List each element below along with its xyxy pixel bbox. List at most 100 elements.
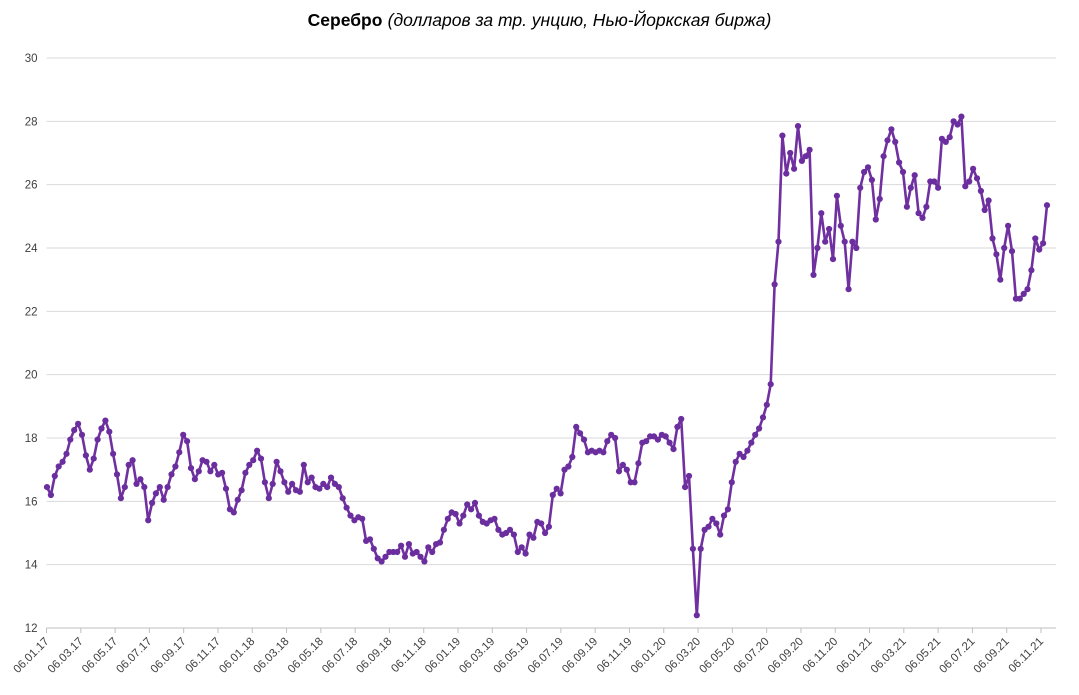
data-point: [763, 401, 770, 408]
y-axis-label: 14: [25, 560, 38, 572]
x-axis-label: 06.01.19: [423, 636, 463, 676]
y-axis-label: 12: [25, 623, 38, 635]
data-point: [506, 526, 514, 533]
data-point: [347, 512, 354, 519]
x-axis-label: 06.05.17: [80, 636, 120, 676]
data-point: [289, 480, 296, 487]
data-point: [744, 447, 751, 454]
data-point: [670, 446, 677, 453]
data-point: [549, 491, 556, 499]
data-point: [405, 541, 412, 548]
data-point: [612, 434, 619, 442]
data-point: [935, 184, 942, 191]
data-point: [888, 126, 895, 133]
data-point: [966, 178, 973, 185]
data-point: [269, 480, 276, 487]
x-axis-label: 06.11.18: [389, 636, 429, 676]
data-point: [767, 381, 774, 388]
x-axis-label: 06.07.20: [732, 636, 772, 676]
data-point: [678, 415, 685, 423]
data-point: [682, 484, 689, 491]
data-point: [401, 553, 409, 560]
data-point: [207, 468, 214, 475]
data-point: [359, 515, 366, 522]
data-point: [993, 251, 1000, 258]
data-point: [748, 439, 755, 446]
data-point: [460, 512, 467, 519]
data-point: [697, 545, 704, 552]
data-point: [63, 450, 70, 457]
data-point: [759, 414, 767, 421]
data-point: [841, 238, 848, 245]
data-point: [728, 479, 735, 486]
data-point: [456, 520, 463, 527]
data-point: [125, 461, 132, 468]
data-point: [234, 496, 241, 503]
data-point: [580, 436, 588, 443]
data-point: [907, 184, 914, 191]
data-point: [802, 153, 809, 160]
data-point: [732, 458, 739, 465]
data-point: [250, 457, 257, 464]
data-point: [1043, 202, 1051, 209]
data-point: [277, 468, 284, 475]
data-point: [254, 447, 261, 454]
data-point: [370, 545, 377, 552]
y-axis-label: 28: [25, 116, 38, 128]
data-point: [954, 121, 961, 128]
data-point: [257, 455, 265, 462]
x-axis-label: 06.07.18: [320, 636, 360, 676]
data-point: [117, 495, 124, 502]
data-point: [923, 203, 930, 210]
data-point: [997, 276, 1004, 283]
data-point: [55, 463, 62, 470]
data-point: [619, 461, 627, 468]
data-point: [709, 515, 716, 522]
x-axis-label: 06.01.17: [11, 636, 51, 676]
data-point: [129, 457, 136, 464]
data-point: [662, 433, 669, 440]
data-point: [880, 153, 887, 160]
y-axis-label: 30: [25, 53, 38, 65]
data-point: [903, 203, 911, 210]
data-point: [853, 244, 860, 252]
data-point: [1032, 235, 1039, 242]
x-axis-label: 06.09.20: [766, 636, 806, 676]
data-point: [752, 431, 759, 438]
data-point: [787, 149, 794, 157]
data-point: [113, 471, 121, 478]
data-point: [643, 438, 650, 445]
data-point: [565, 463, 572, 470]
data-point: [296, 488, 303, 495]
data-point: [273, 458, 280, 465]
data-point: [156, 484, 163, 491]
data-point: [491, 515, 498, 522]
data-point: [685, 472, 693, 480]
data-point: [121, 484, 128, 491]
data-point: [51, 472, 58, 480]
data-point: [417, 553, 424, 560]
data-point: [246, 461, 253, 468]
data-point: [168, 471, 175, 478]
data-point: [756, 425, 763, 432]
x-axis-label: 06.03.18: [252, 636, 292, 676]
data-point: [899, 168, 907, 176]
data-point: [775, 238, 782, 245]
data-point: [110, 450, 117, 457]
data-point: [510, 531, 517, 538]
data-point: [514, 548, 521, 556]
data-point: [705, 523, 712, 530]
data-point: [222, 485, 230, 492]
data-point: [191, 476, 198, 483]
data-point: [308, 474, 315, 481]
data-point: [545, 523, 553, 530]
data-point: [915, 210, 922, 217]
data-point: [242, 469, 249, 476]
data-point: [674, 423, 681, 430]
data-point: [876, 195, 883, 202]
data-point: [98, 425, 105, 432]
data-point: [343, 504, 350, 511]
x-axis-label: 06.01.20: [629, 636, 669, 676]
